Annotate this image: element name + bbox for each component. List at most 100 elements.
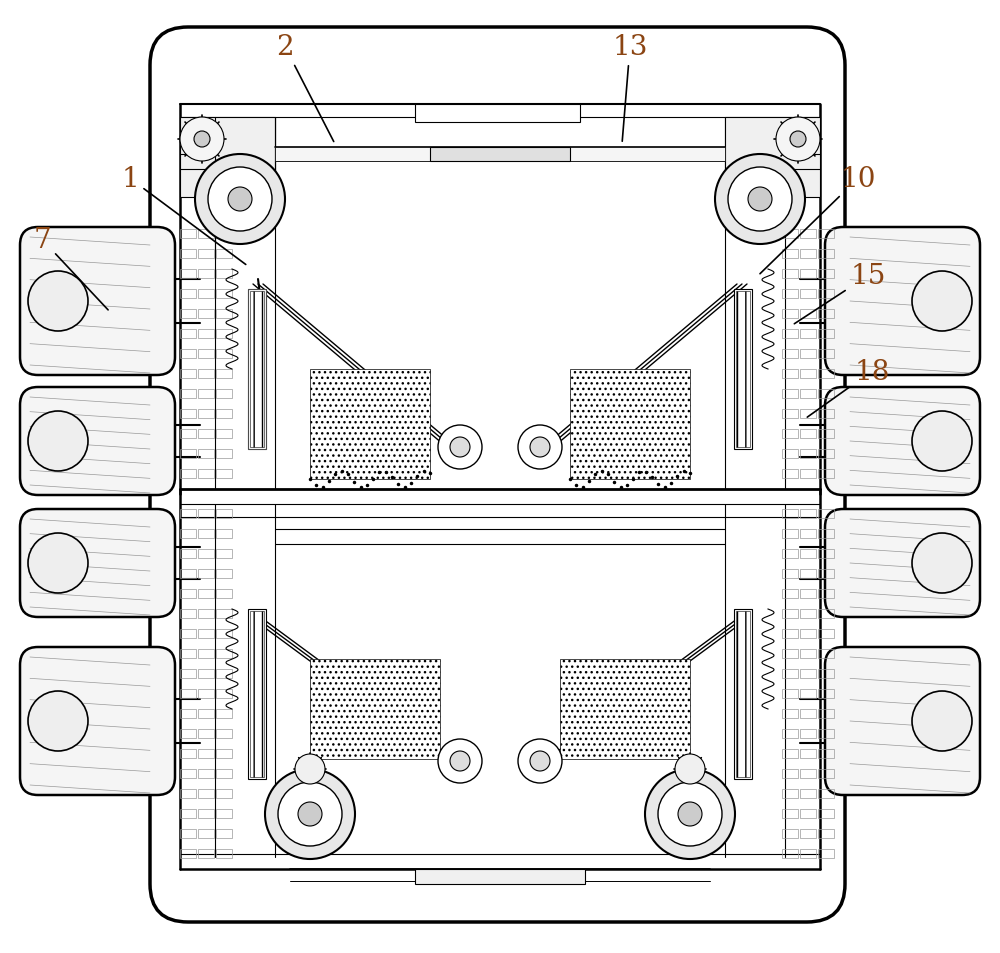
- Bar: [216, 450, 232, 458]
- Bar: [800, 629, 816, 639]
- Bar: [180, 530, 196, 538]
- Bar: [180, 569, 196, 578]
- Bar: [198, 350, 214, 358]
- Bar: [818, 290, 834, 298]
- Bar: [782, 550, 798, 558]
- Bar: [198, 769, 214, 779]
- Bar: [800, 510, 816, 518]
- Circle shape: [518, 740, 562, 783]
- Text: 18: 18: [807, 358, 890, 417]
- Bar: [216, 230, 232, 239]
- Bar: [216, 310, 232, 318]
- Bar: [800, 849, 816, 858]
- Bar: [198, 550, 214, 558]
- Text: 2: 2: [276, 34, 334, 142]
- Bar: [216, 550, 232, 558]
- Circle shape: [278, 782, 342, 846]
- Circle shape: [912, 691, 972, 751]
- Bar: [180, 450, 196, 458]
- Bar: [198, 430, 214, 438]
- Bar: [216, 649, 232, 659]
- Bar: [216, 809, 232, 818]
- Bar: [198, 410, 214, 418]
- Bar: [782, 270, 798, 278]
- Bar: [180, 510, 196, 518]
- Bar: [250, 292, 264, 448]
- Bar: [725, 118, 820, 198]
- Bar: [180, 849, 196, 858]
- Bar: [248, 290, 266, 450]
- Circle shape: [228, 188, 252, 212]
- Bar: [180, 769, 196, 779]
- Bar: [216, 689, 232, 699]
- Bar: [818, 470, 834, 478]
- Bar: [800, 709, 816, 719]
- Bar: [800, 829, 816, 838]
- Bar: [800, 809, 816, 818]
- Bar: [800, 290, 816, 298]
- Bar: [198, 290, 214, 298]
- FancyBboxPatch shape: [825, 228, 980, 375]
- Bar: [216, 530, 232, 538]
- FancyBboxPatch shape: [20, 228, 175, 375]
- Bar: [818, 530, 834, 538]
- Bar: [310, 659, 440, 760]
- Circle shape: [675, 754, 705, 784]
- Bar: [800, 649, 816, 659]
- Bar: [782, 330, 798, 338]
- Bar: [782, 849, 798, 858]
- Bar: [800, 410, 816, 418]
- Bar: [782, 629, 798, 639]
- Bar: [782, 789, 798, 799]
- Bar: [180, 689, 196, 699]
- Bar: [736, 612, 750, 778]
- Bar: [800, 609, 816, 618]
- Bar: [782, 729, 798, 739]
- Bar: [800, 689, 816, 699]
- Bar: [818, 749, 834, 759]
- Bar: [782, 290, 798, 298]
- Bar: [198, 709, 214, 719]
- Circle shape: [776, 118, 820, 162]
- Bar: [180, 250, 196, 258]
- Bar: [198, 609, 214, 618]
- Bar: [180, 470, 196, 478]
- Bar: [198, 749, 214, 759]
- FancyBboxPatch shape: [20, 647, 175, 795]
- Circle shape: [518, 426, 562, 470]
- Bar: [818, 769, 834, 779]
- Bar: [198, 729, 214, 739]
- Bar: [818, 789, 834, 799]
- Bar: [216, 510, 232, 518]
- Bar: [198, 809, 214, 818]
- Text: 15: 15: [794, 263, 886, 324]
- Circle shape: [28, 272, 88, 332]
- Circle shape: [715, 154, 805, 245]
- Bar: [198, 270, 214, 278]
- Bar: [818, 350, 834, 358]
- Circle shape: [208, 168, 272, 232]
- FancyBboxPatch shape: [825, 388, 980, 496]
- Bar: [818, 330, 834, 338]
- Bar: [180, 330, 196, 338]
- Bar: [800, 250, 816, 258]
- Bar: [800, 789, 816, 799]
- Bar: [782, 390, 798, 398]
- Circle shape: [645, 769, 735, 859]
- Bar: [216, 749, 232, 759]
- Bar: [782, 430, 798, 438]
- Bar: [818, 689, 834, 699]
- Bar: [216, 569, 232, 578]
- Bar: [818, 510, 834, 518]
- Bar: [782, 689, 798, 699]
- Bar: [198, 569, 214, 578]
- Bar: [310, 370, 430, 479]
- Bar: [180, 430, 196, 438]
- Bar: [782, 470, 798, 478]
- Circle shape: [438, 740, 482, 783]
- Bar: [782, 530, 798, 538]
- Circle shape: [450, 437, 470, 457]
- Bar: [216, 669, 232, 679]
- Bar: [818, 829, 834, 838]
- Bar: [180, 629, 196, 639]
